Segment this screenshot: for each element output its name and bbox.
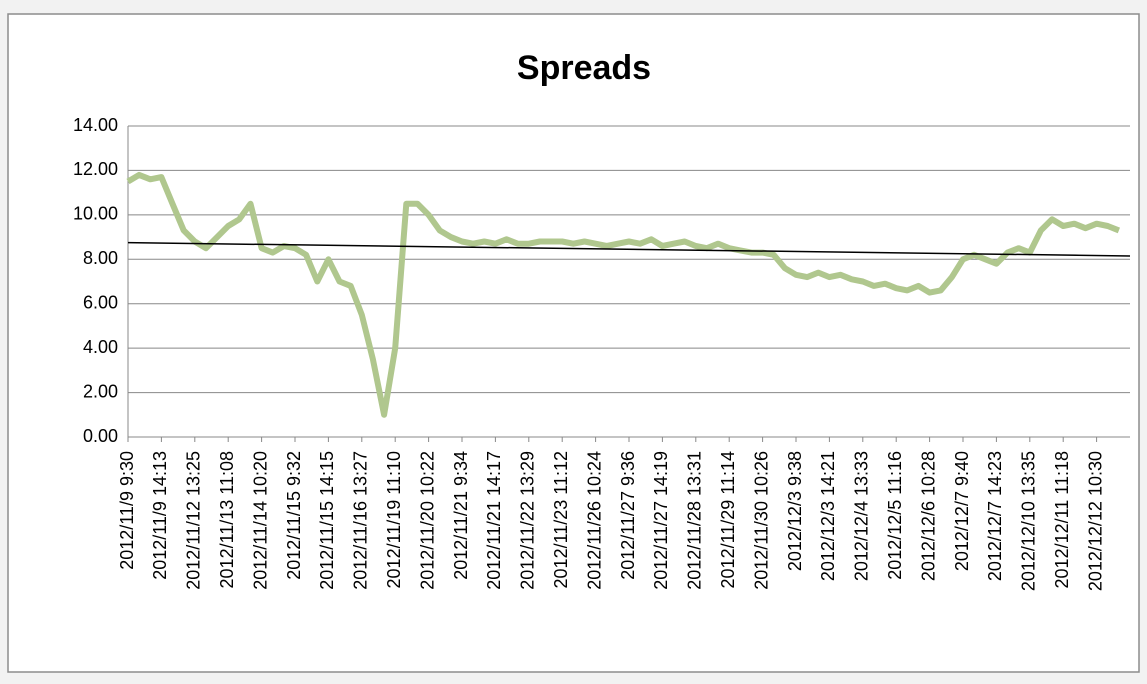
x-tick-label: 2012/12/5 11:16 (885, 451, 905, 580)
x-tick-label: 2012/11/21 14:17 (484, 451, 504, 590)
y-tick-label: 14.00 (73, 115, 118, 135)
x-tick-label: 2012/12/6 10:28 (918, 451, 938, 581)
x-tick-label: 2012/11/20 10:22 (417, 451, 437, 590)
trendline (127, 241, 1131, 257)
x-tick-label: 2012/12/11 11:18 (1052, 451, 1072, 588)
x-tick-label: 2012/11/27 9:36 (618, 451, 638, 580)
x-tick-label: 2012/11/21 9:34 (451, 451, 471, 580)
x-tick-label: 2012/11/19 11:10 (384, 451, 404, 588)
y-tick-label: 12.00 (73, 159, 118, 179)
x-tick-label: 2012/11/22 13:29 (518, 451, 538, 590)
x-tick-label: 2012/11/13 11:08 (217, 451, 237, 588)
x-tick-label: 2012/11/16 13:27 (351, 451, 371, 590)
x-tick-label: 2012/11/15 9:32 (284, 451, 304, 580)
y-tick-label: 10.00 (73, 204, 118, 224)
chart-frame (7, 13, 1140, 673)
series-line (126, 171, 1120, 418)
y-tick-label: 6.00 (83, 292, 118, 312)
x-tick-label: 2012/11/26 10:24 (584, 451, 604, 590)
x-tick-label: 2012/11/23 11:12 (551, 451, 571, 588)
x-tick-label: 2012/11/27 14:19 (651, 451, 671, 590)
x-tick-label: 2012/12/12 10:30 (1085, 451, 1105, 591)
x-tick-label: 2012/12/7 14:23 (985, 451, 1005, 581)
y-tick-label: 4.00 (83, 337, 118, 357)
x-tick-label: 2012/11/9 14:13 (150, 451, 170, 580)
y-tick-label: 8.00 (83, 248, 118, 268)
x-tick-label: 2012/12/4 13:33 (852, 451, 872, 581)
x-tick-label: 2012/12/10 13:35 (1019, 451, 1039, 591)
x-tick-label: 2012/11/14 10:20 (250, 451, 270, 590)
chart-title: Spreads (517, 49, 651, 87)
x-tick-label: 2012/11/29 11:14 (718, 451, 738, 588)
x-tick-label: 2012/11/30 10:26 (751, 451, 771, 590)
x-tick-label: 2012/11/9 9:30 (117, 451, 137, 570)
x-tick-label: 2012/11/28 13:31 (685, 451, 705, 590)
y-tick-label: 0.00 (83, 426, 118, 446)
x-tick-label: 2012/11/12 13:25 (184, 451, 204, 590)
x-tick-label: 2012/12/7 9:40 (952, 451, 972, 571)
x-tick-label: 2012/12/3 9:38 (785, 451, 805, 571)
x-tick-label: 2012/12/3 14:21 (818, 451, 838, 581)
x-tick-label: 2012/11/15 14:15 (317, 451, 337, 590)
y-tick-label: 2.00 (83, 381, 118, 401)
